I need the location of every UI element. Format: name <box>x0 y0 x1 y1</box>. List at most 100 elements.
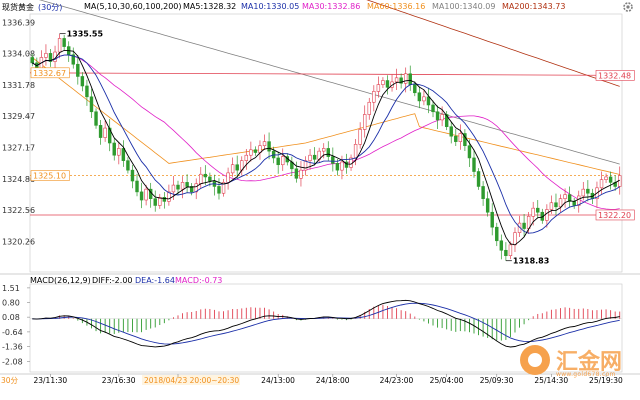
candle-body <box>126 160 130 171</box>
candle-body <box>344 161 349 168</box>
candle-body <box>326 148 330 157</box>
candle-body <box>176 184 180 190</box>
macd-pane <box>29 283 623 373</box>
x-tick-label: 25/14:30 <box>534 376 568 385</box>
candle-body <box>531 207 535 217</box>
x-tick-label: 25/04:00 <box>430 376 464 385</box>
candle-body <box>449 126 453 137</box>
x-tick-label: 23/11:30 <box>33 376 67 385</box>
candle-body <box>158 197 162 206</box>
candle-body <box>417 92 422 102</box>
candle-body <box>335 163 340 171</box>
gear-icon[interactable] <box>622 1 634 13</box>
candle-body <box>85 85 89 98</box>
macd-tick-label: -2.08 <box>2 357 23 366</box>
macd-tick-label: 1.51 <box>2 284 20 293</box>
current-price-label-box <box>30 170 70 181</box>
candle-body <box>394 77 399 83</box>
price-tick-label: 1334.08 <box>2 50 35 59</box>
candle-body <box>262 141 267 147</box>
candle-body <box>444 114 449 128</box>
x-tick-label: 2018/04/23 20:00~20:30 <box>144 376 239 385</box>
watermark-text: 汇金网 <box>556 350 623 375</box>
period-axis-label: 30分 <box>1 376 19 385</box>
current-price-label: 1325.10 <box>33 172 66 181</box>
price-tick-label: 1327.17 <box>2 143 35 152</box>
resistance-right-label-box <box>595 70 635 81</box>
diff-line <box>32 299 620 348</box>
candle-body <box>504 249 508 257</box>
candle-body <box>472 157 476 172</box>
ma200-value: MA200:1343.73 <box>502 2 566 11</box>
candle-body <box>358 129 362 145</box>
candle-body <box>586 188 590 194</box>
candle-body <box>581 188 586 197</box>
symbol-name: 现货黄金 <box>2 3 34 12</box>
candle-body <box>107 127 112 144</box>
ma200-line <box>366 0 620 87</box>
candle-body <box>522 222 526 229</box>
candle-body <box>276 157 280 166</box>
candle-body <box>467 145 472 159</box>
candle-body <box>312 154 317 160</box>
candle-body <box>435 111 440 121</box>
candle-body <box>440 114 444 121</box>
dea-line <box>32 302 620 345</box>
support-label: 1322.20 <box>598 211 631 220</box>
ma10-line <box>32 54 620 234</box>
candle-body <box>71 54 75 65</box>
candle-body <box>458 133 463 142</box>
candle-body <box>230 164 235 174</box>
candle-body <box>153 198 157 206</box>
x-tick-label: 24/13:00 <box>261 376 295 385</box>
candle-body <box>422 96 426 102</box>
candle-body <box>362 114 367 130</box>
price-tick-label: 1324.86 <box>2 175 35 184</box>
candle-body <box>554 202 558 208</box>
candle-body <box>144 188 148 201</box>
ma-params[interactable]: MA(5,10,30,60,100,200) <box>84 2 182 11</box>
candle-body <box>567 194 572 202</box>
candle-body <box>403 73 408 84</box>
candle-body <box>367 101 371 115</box>
candle-body <box>89 96 94 113</box>
x-tick-label: 24/18:00 <box>316 376 350 385</box>
candle-body <box>495 226 499 242</box>
candle-body <box>203 173 208 178</box>
candle-body <box>340 161 344 171</box>
candle-body <box>408 73 412 85</box>
candle-body <box>577 195 581 206</box>
candle-body <box>426 96 431 106</box>
macd-tick-label: -0.64 <box>2 328 23 337</box>
macd-tick-label: -1.36 <box>2 343 23 352</box>
candle-body <box>399 77 403 84</box>
candle-body <box>130 169 135 182</box>
candle-body <box>121 148 126 161</box>
candle-body <box>235 164 239 171</box>
period-label[interactable]: (30分) <box>38 3 63 12</box>
candle-body <box>517 222 522 233</box>
watermark: 汇金网 www.gold678.com <box>520 344 623 378</box>
candle-body <box>139 191 144 201</box>
huijin-logo-icon <box>520 345 550 375</box>
price-tick-label: 1331.78 <box>2 81 35 90</box>
candle-body <box>189 186 194 193</box>
candle-body <box>44 53 48 58</box>
candle-body <box>485 198 490 213</box>
candle-body <box>545 209 549 221</box>
x-tick-label: 25/19:30 <box>589 376 623 385</box>
candle-body <box>431 104 435 113</box>
candle-body <box>199 173 203 185</box>
candle-body <box>171 184 176 193</box>
candle-body <box>167 191 171 202</box>
candle-body <box>303 160 308 171</box>
resistance-line <box>29 72 623 76</box>
candle-body <box>80 76 85 87</box>
candle-body <box>508 244 513 257</box>
candle-body <box>331 156 335 164</box>
ma60-value: MA60:1336.16 <box>367 2 426 11</box>
price-tick-label: 1329.47 <box>2 112 35 121</box>
candle-body <box>244 154 249 161</box>
